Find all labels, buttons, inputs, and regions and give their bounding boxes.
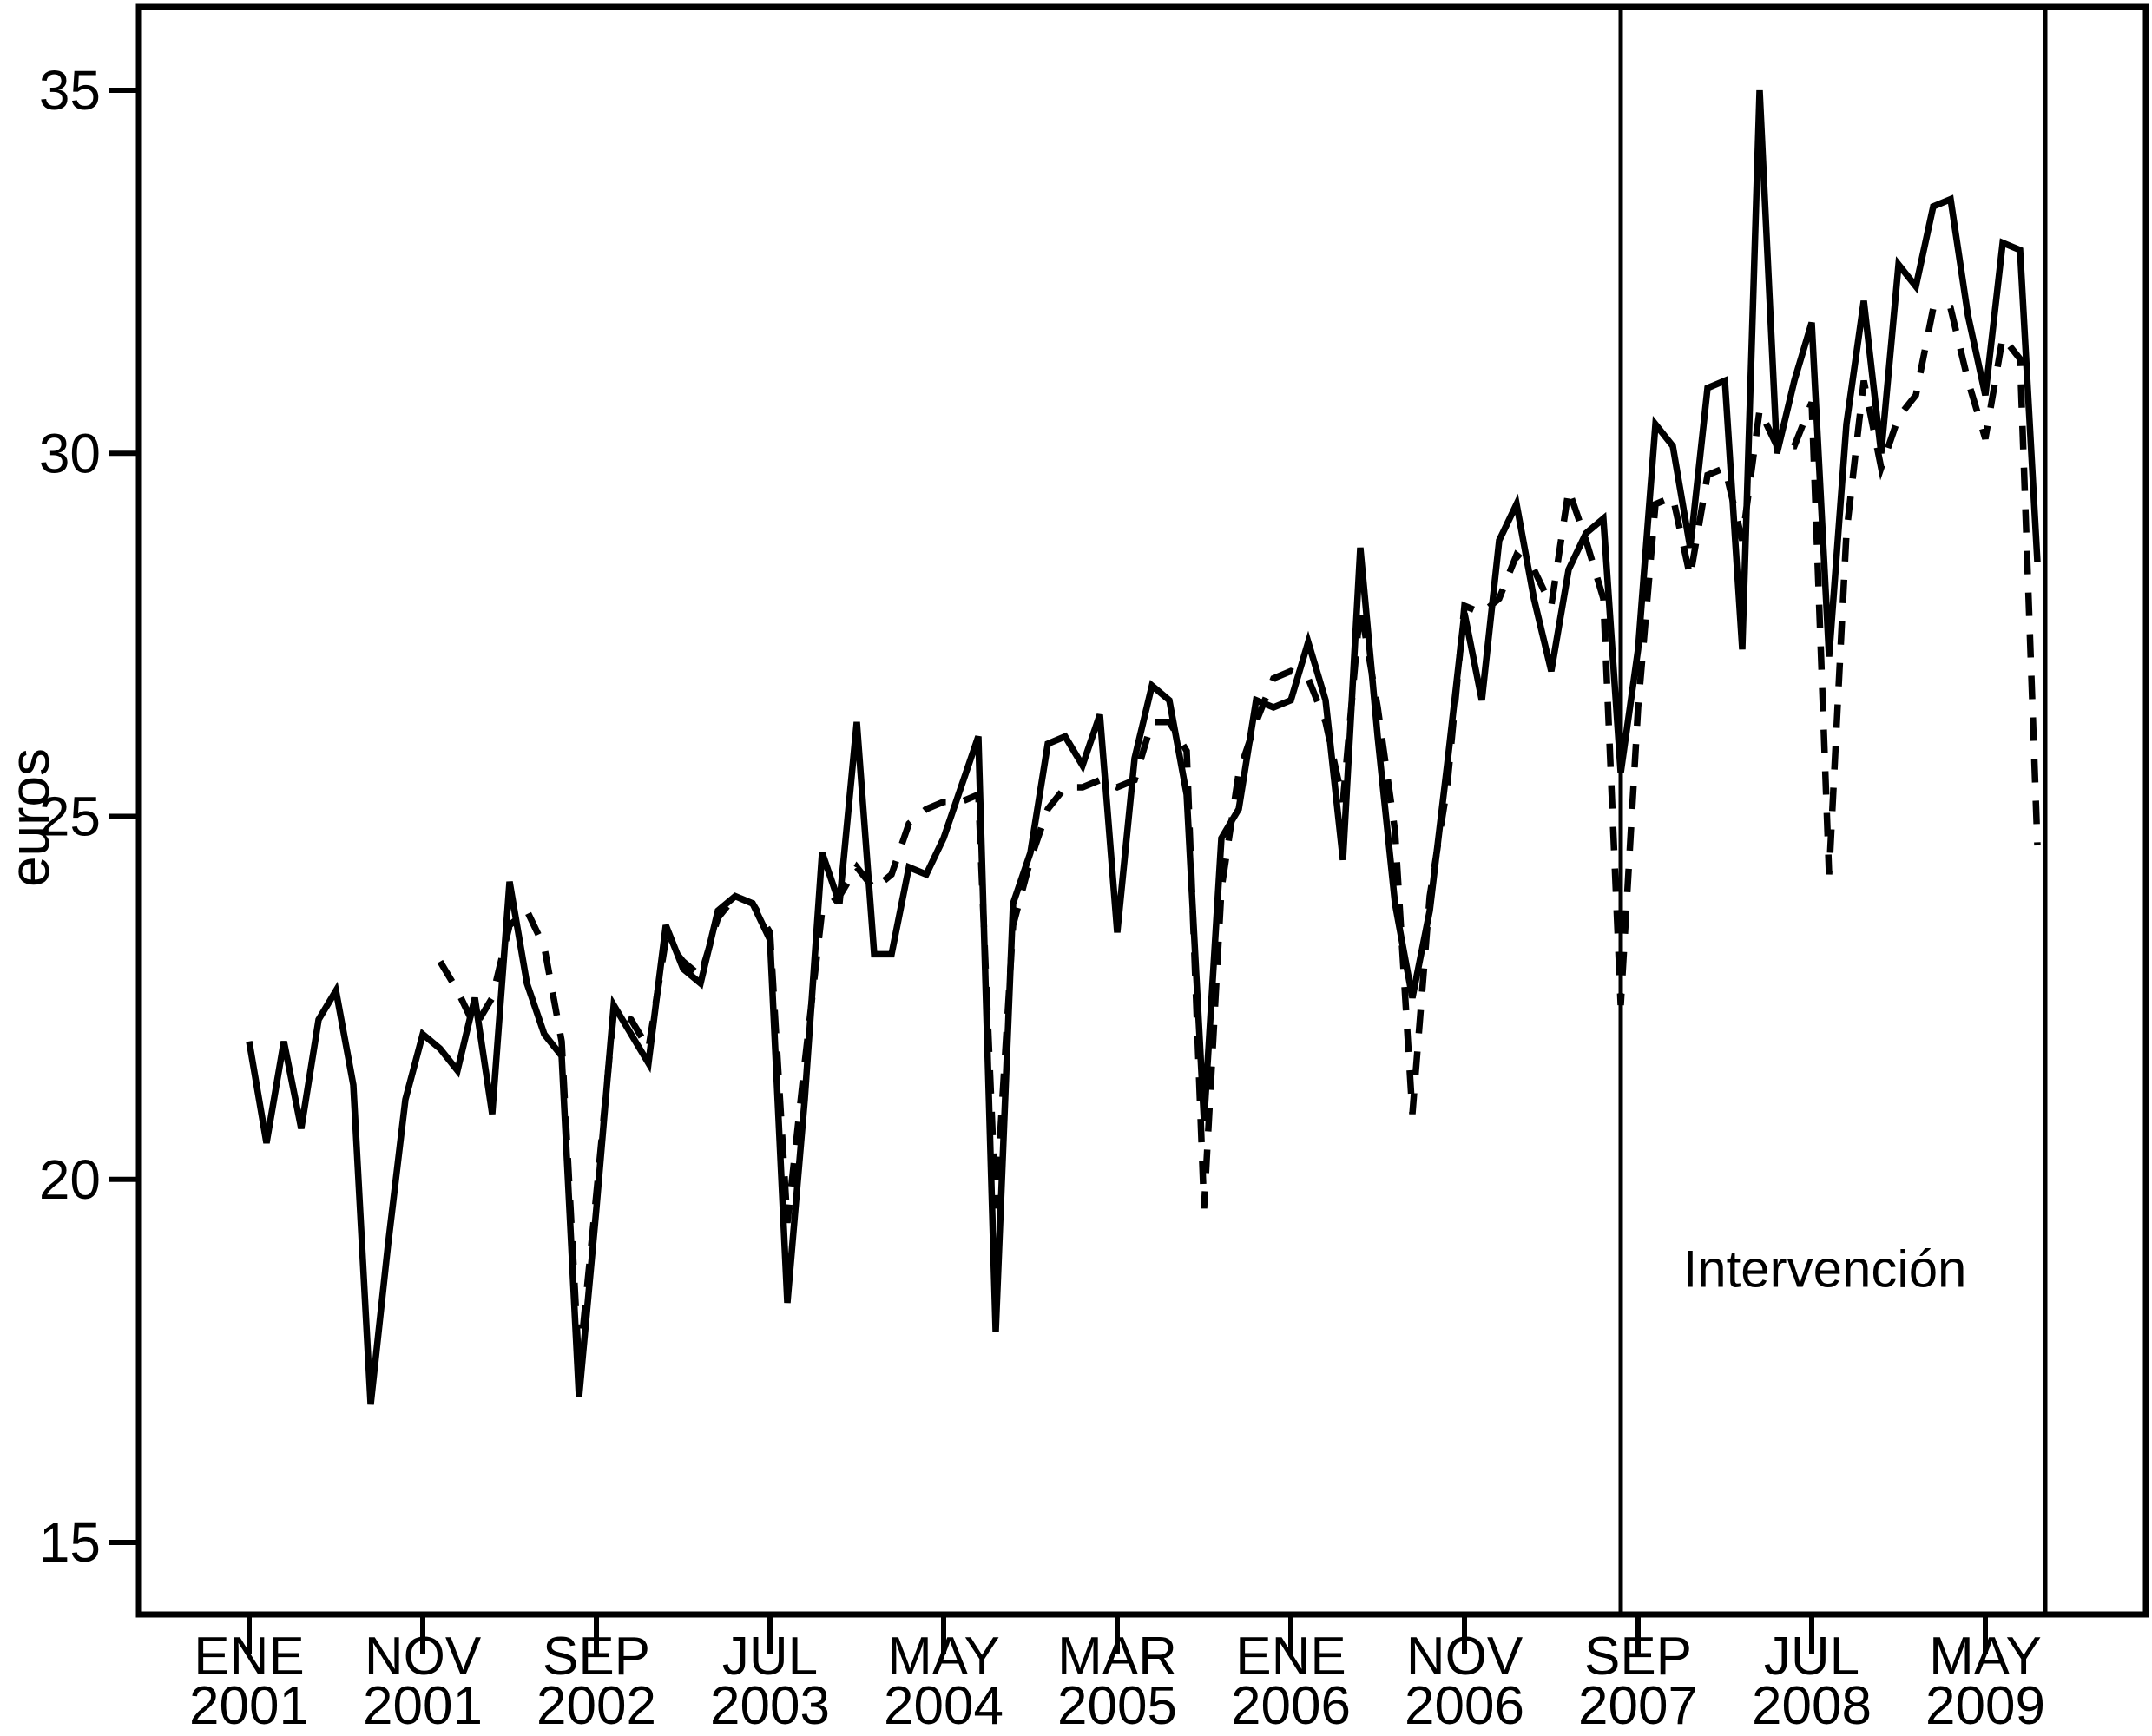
x-tick-label-month: MAY <box>887 1627 1000 1687</box>
y-tick-label: 30 <box>39 422 101 484</box>
x-tick-label-month: MAY <box>1929 1627 2042 1687</box>
x-tick-label-year: 2008 <box>1752 1676 1872 1736</box>
x-tick-label-year: 2002 <box>536 1676 656 1736</box>
x-tick-label-year: 2003 <box>710 1676 830 1736</box>
intervention-label: Intervención <box>1682 1240 1967 1299</box>
x-tick-label-year: 2009 <box>1925 1676 2045 1736</box>
x-tick-label-month: NOV <box>1406 1627 1524 1687</box>
x-tick-label-year: 2005 <box>1057 1676 1177 1736</box>
dashed_line_series <box>437 305 2041 1369</box>
x-tick-label-month: MAR <box>1057 1627 1177 1687</box>
y-tick-label: 25 <box>39 786 101 848</box>
x-tick-label-year: 2001 <box>363 1676 483 1736</box>
x-tick-label-year: 2006 <box>1231 1676 1351 1736</box>
solid_line_series <box>246 89 2041 1405</box>
y-tick-label: 15 <box>39 1511 101 1574</box>
x-tick-label-month: JUL <box>1764 1627 1859 1687</box>
x-tick-label-year: 2006 <box>1405 1676 1524 1736</box>
x-tick-label-year: 2007 <box>1578 1676 1698 1736</box>
x-tick-label-month: SEP <box>1584 1627 1692 1687</box>
plot-border <box>135 3 2149 1618</box>
x-tick-label-month: ENE <box>1235 1627 1346 1687</box>
y-tick-label: 20 <box>39 1148 101 1211</box>
y-tick-label: 35 <box>39 59 101 122</box>
x-tick-label-year: 2004 <box>884 1676 1004 1736</box>
x-tick-label-year: 2001 <box>189 1676 309 1736</box>
x-tick-label-month: JUL <box>722 1627 818 1687</box>
x-tick-label-month: ENE <box>194 1627 304 1687</box>
x-tick-label-month: NOV <box>365 1627 482 1687</box>
x-tick-label-month: SEP <box>543 1627 650 1687</box>
y-axis-title: euros <box>0 747 61 888</box>
